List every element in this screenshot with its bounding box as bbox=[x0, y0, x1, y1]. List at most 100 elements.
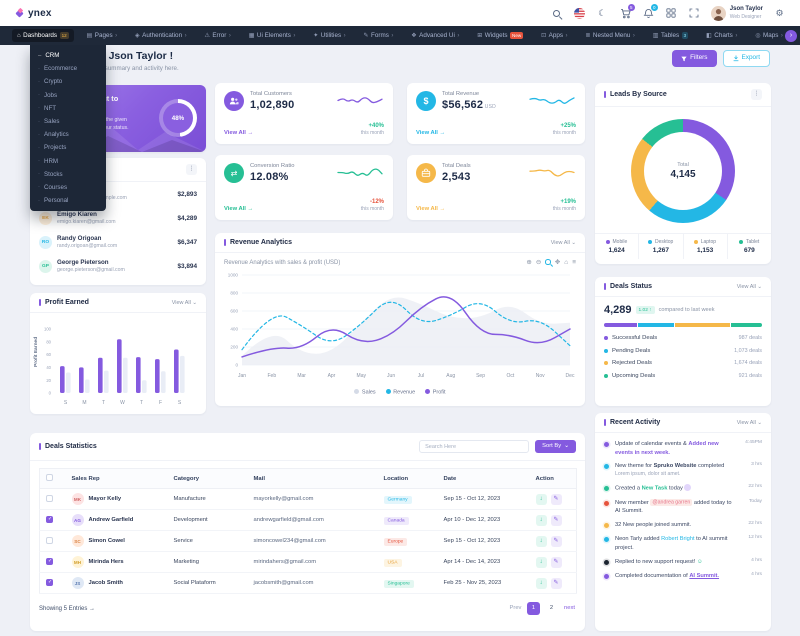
edit-action-button[interactable]: ✎ bbox=[550, 514, 562, 526]
sort-by-button[interactable]: Sort By ⌄ bbox=[535, 440, 576, 453]
row-checkbox[interactable] bbox=[46, 578, 53, 586]
svg-text:80: 80 bbox=[46, 339, 51, 344]
dropdown-item-personal[interactable]: · Personal bbox=[30, 194, 106, 207]
auth-icon: ◈ bbox=[135, 33, 140, 39]
dropdown-item-sales[interactable]: · Sales bbox=[30, 115, 106, 128]
export-button[interactable]: Export bbox=[722, 50, 770, 67]
edit-action-button[interactable]: ✎ bbox=[550, 556, 562, 568]
nav-scroll-next-button[interactable]: › bbox=[785, 29, 797, 42]
table-search-input[interactable] bbox=[419, 440, 530, 453]
edit-action-button[interactable]: ✎ bbox=[550, 577, 562, 589]
top-deals-menu-button[interactable]: ⋮ bbox=[186, 164, 197, 175]
chart-pan-icon[interactable]: ✥ bbox=[554, 258, 561, 266]
stat-percent: +40% bbox=[368, 122, 384, 129]
stat-view-all-link[interactable]: View All → bbox=[224, 130, 254, 136]
leads-menu-button[interactable]: ⋮ bbox=[751, 89, 762, 100]
cart-badge: 5 bbox=[627, 3, 635, 11]
nav-item-pages[interactable]: ▤ Pages › bbox=[82, 29, 123, 42]
dropdown-item-projects[interactable]: · Projects bbox=[30, 141, 106, 154]
chart-selection-zoom-icon[interactable] bbox=[545, 259, 551, 267]
profit-earned-view-all[interactable]: View All ⌄ bbox=[171, 299, 197, 306]
row-checkbox[interactable] bbox=[46, 494, 53, 502]
dropdown-item-nft[interactable]: · NFT bbox=[30, 102, 106, 115]
edit-action-button[interactable]: ✎ bbox=[550, 493, 562, 505]
nav-item-utilities[interactable]: ✦ Utilities › bbox=[308, 29, 350, 42]
user-menu[interactable]: Json Taylor Web Designer bbox=[710, 5, 763, 21]
download-action-button[interactable]: ↓ bbox=[535, 535, 547, 547]
cell-mail: jacobsmith@gmail.com bbox=[247, 572, 378, 594]
download-action-button[interactable]: ↓ bbox=[535, 514, 547, 526]
download-action-button[interactable]: ↓ bbox=[535, 493, 547, 505]
row-checkbox[interactable] bbox=[46, 536, 53, 544]
dropdown-item-jobs[interactable]: · Jobs bbox=[30, 89, 106, 102]
nav-item-tables[interactable]: ▥ Tables 3 bbox=[648, 29, 693, 42]
download-action-button[interactable]: ↓ bbox=[535, 577, 547, 589]
row-checkbox[interactable] bbox=[46, 557, 53, 565]
nav-item-authentication[interactable]: ◈ Authentication › bbox=[130, 29, 192, 42]
nav-item-advanced-ui[interactable]: ❖ Advanced Ui › bbox=[406, 29, 464, 42]
stat-view-all-link[interactable]: View All → bbox=[224, 206, 254, 212]
deal-row[interactable]: EK Emigo Kiaren emigo.kiaren@gmail.com $4,2… bbox=[30, 206, 206, 230]
nav-item-ui-elements[interactable]: ▦ Ui Elements › bbox=[244, 29, 301, 42]
leads-by-source-title: Leads By Source bbox=[604, 91, 667, 98]
dropdown-item-stocks[interactable]: · Stocks bbox=[30, 168, 106, 181]
settings-gear-icon[interactable]: ⚙ bbox=[775, 7, 784, 18]
deal-row[interactable]: RO Randy Origoan randy.origoan@gmail.com $6… bbox=[30, 230, 206, 254]
dropdown-item-ecommerce[interactable]: · Ecommerce bbox=[30, 62, 106, 75]
svg-text:Jul: Jul bbox=[418, 373, 424, 379]
deals-status-view-all[interactable]: View All ⌄ bbox=[736, 283, 762, 290]
activity-item: 32 New people joined summit. 22 hrs bbox=[604, 521, 762, 530]
edit-action-button[interactable]: ✎ bbox=[550, 535, 562, 547]
notifications-bell-icon[interactable]: 0 bbox=[642, 3, 658, 20]
dropdown-item-hrm[interactable]: · HRM bbox=[30, 155, 106, 168]
bullet-icon: · bbox=[38, 92, 40, 99]
dropdown-item-courses[interactable]: · Courses bbox=[30, 181, 106, 194]
nav-item-dashboards[interactable]: ⌂ Dashboards 12 bbox=[12, 29, 74, 42]
dropdown-item-crm[interactable]: – CRM bbox=[30, 49, 106, 62]
download-action-button[interactable]: ↓ bbox=[535, 556, 547, 568]
stat-percent: +25% bbox=[560, 122, 576, 129]
nav-item-widgets[interactable]: ⊞ Widgets New bbox=[472, 29, 528, 42]
chevron-right-icon: › bbox=[565, 32, 568, 39]
app-logo[interactable]: ynex bbox=[14, 8, 52, 19]
cart-icon[interactable]: 5 bbox=[619, 3, 635, 20]
nav-item-error[interactable]: ⚠ Error › bbox=[199, 29, 235, 42]
revenue-view-all[interactable]: View All ⌄ bbox=[550, 239, 576, 246]
pagination-page-2[interactable]: 2 bbox=[549, 605, 554, 611]
nav-item-maps[interactable]: ◎ Maps › bbox=[750, 29, 788, 42]
deal-avatar: GP bbox=[39, 259, 52, 273]
nav-item-apps[interactable]: ⊡ Apps › bbox=[536, 29, 572, 42]
stat-view-all-link[interactable]: View All → bbox=[416, 206, 446, 212]
nav-item-forms[interactable]: ✎ Forms › bbox=[358, 29, 398, 42]
deal-row[interactable]: GP George Pieterson george.pieterson@gmail… bbox=[30, 254, 206, 278]
nav-item-charts[interactable]: ◧ Charts › bbox=[701, 29, 742, 42]
pagination-next[interactable]: next bbox=[564, 605, 575, 611]
filters-button[interactable]: Filters bbox=[672, 50, 717, 67]
dropdown-item-crypto[interactable]: · Crypto bbox=[30, 75, 106, 88]
cell-date: Apr 14 - Dec 14, 2023 bbox=[437, 551, 530, 573]
chart-reset-home-icon[interactable]: ⌂ bbox=[564, 258, 569, 266]
pagination-prev[interactable]: Prev bbox=[509, 605, 522, 611]
chart-zoom-out-icon[interactable]: ⊖ bbox=[535, 258, 542, 266]
recent-activity-view-all[interactable]: View All ⌄ bbox=[736, 419, 762, 426]
nav-item-label: Tables bbox=[660, 32, 680, 39]
apps-grid-icon[interactable] bbox=[665, 7, 678, 20]
svg-text:0: 0 bbox=[235, 363, 238, 368]
dark-mode-moon-icon[interactable]: ☾ bbox=[598, 7, 607, 18]
search-icon[interactable] bbox=[550, 7, 563, 20]
fullscreen-icon[interactable] bbox=[688, 7, 701, 20]
chart-menu-icon[interactable]: ≡ bbox=[572, 258, 576, 266]
nav-item-label: Utilities bbox=[320, 32, 342, 39]
charts-icon: ◧ bbox=[706, 33, 712, 39]
us-flag-icon bbox=[573, 7, 585, 19]
select-all-checkbox[interactable] bbox=[46, 474, 53, 481]
pagination-page-1[interactable]: 1 bbox=[527, 602, 540, 615]
nav-item-label: Error bbox=[212, 32, 227, 39]
row-checkbox[interactable] bbox=[46, 515, 53, 523]
language-flag-icon[interactable] bbox=[573, 7, 586, 20]
stat-view-all-link[interactable]: View All → bbox=[416, 130, 446, 136]
nav-item-nested-menu[interactable]: ≣ Nested Menu › bbox=[580, 29, 639, 42]
chart-zoom-in-icon[interactable]: ⊕ bbox=[526, 258, 532, 266]
dropdown-item-analytics[interactable]: · Analytics bbox=[30, 128, 106, 141]
stat-sparkline bbox=[529, 169, 575, 177]
